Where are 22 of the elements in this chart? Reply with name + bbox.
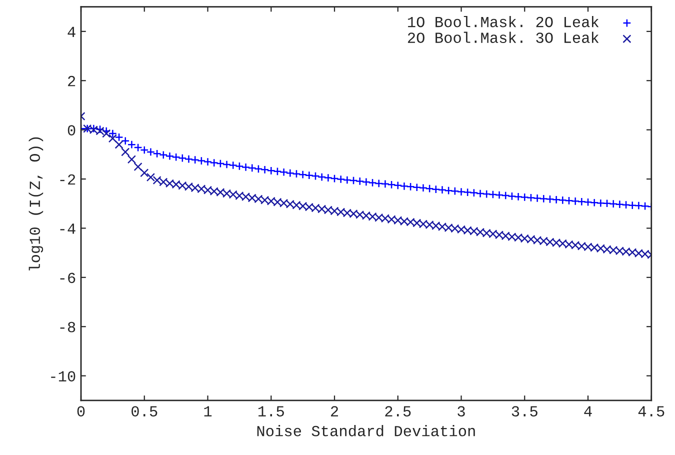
y-tick-label: -10 [51, 371, 76, 382]
y-tick-label: -8 [60, 322, 76, 332]
y-tick-label: 0 [68, 125, 76, 136]
y-tick-label: 2 [68, 76, 76, 86]
x-axis-title: Noise Standard Deviation [257, 425, 475, 436]
x-tick-label: 0.5 [132, 406, 158, 416]
y-axis-title: log10 (I(Z, O)) [28, 137, 44, 270]
y-tick-label: -6 [60, 272, 76, 284]
x-tick-label: 3 [458, 406, 465, 416]
y-tick-label: 4 [68, 26, 76, 37]
x-tick-label: 3.5 [512, 406, 538, 416]
x-tick-label: 1 [204, 406, 212, 416]
x-tick-label: 2 [330, 406, 338, 416]
x-tick-label: 0 [77, 406, 85, 416]
y-tick-label: -2 [60, 174, 76, 185]
y-tick-label: -4 [60, 224, 76, 234]
legend-label: 2O Bool.Mask. 3O Leak [408, 32, 599, 43]
x-tick-label: 4.5 [638, 406, 664, 416]
x-tick-label: 2.5 [385, 406, 411, 416]
legend-label: 1O Bool.Mask. 2O Leak [408, 16, 599, 28]
x-tick-label: 4 [584, 406, 592, 416]
x-tick-label: 1.5 [258, 406, 284, 416]
